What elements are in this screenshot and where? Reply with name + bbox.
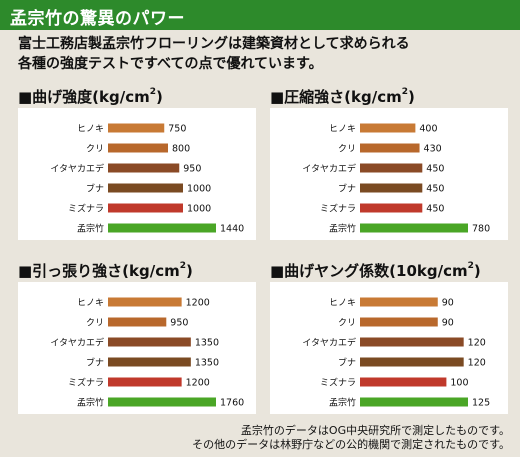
value-label: 120 <box>468 338 486 349</box>
value-label: 800 <box>172 144 190 155</box>
category-label: イタヤカエデ <box>50 337 104 349</box>
bar <box>108 337 191 347</box>
value-label: 1350 <box>195 358 219 369</box>
category-label: イタヤカエデ <box>302 163 356 175</box>
bar <box>360 183 423 193</box>
bar <box>360 337 464 347</box>
bar <box>360 397 468 407</box>
bar <box>108 143 168 153</box>
category-label: ヒノキ <box>329 124 356 135</box>
category-label: ミズナラ <box>68 203 104 215</box>
value-label: 100 <box>450 378 468 389</box>
bar <box>360 357 464 367</box>
bar <box>360 223 468 233</box>
value-label: 1350 <box>195 338 219 349</box>
value-label: 1760 <box>220 398 244 409</box>
bar <box>360 123 416 133</box>
bar <box>108 297 182 307</box>
category-label: クリ <box>86 144 104 155</box>
category-label: 孟宗竹 <box>329 223 356 235</box>
category-label: ヒノキ <box>77 298 104 309</box>
category-label: 孟宗竹 <box>77 223 104 235</box>
value-label: 1000 <box>187 184 211 195</box>
footer-line-1: 孟宗竹のデータはOG中央研究所で測定したものです。 <box>240 424 510 437</box>
value-label: 450 <box>426 164 444 175</box>
value-label: 400 <box>419 124 437 135</box>
page-title: 孟宗竹の驚異のパワー <box>10 9 185 29</box>
intro-text: 富士工務店製孟宗竹フローリングは建築資材として求められる 各種の強度テストですべ… <box>18 34 508 74</box>
category-label: ミズナラ <box>320 203 356 215</box>
value-label: 780 <box>472 224 490 235</box>
category-label: ブナ <box>338 183 356 195</box>
chart-title-bending-young-modulus: ■曲げヤング係数(10kg/cm2) <box>270 261 481 280</box>
category-label: イタヤカエデ <box>50 163 104 175</box>
value-label: 450 <box>426 204 444 215</box>
header-bar: 孟宗竹の驚異のパワー <box>0 0 520 30</box>
value-label: 1200 <box>186 298 210 309</box>
value-label: 450 <box>426 184 444 195</box>
value-label: 90 <box>442 318 454 329</box>
chart-tensile-strength: ヒノキ 1200 クリ 950 イタヤカエデ 1350 ブナ 1350 ミズナラ 1200 孟宗竹 1… <box>50 297 244 409</box>
bar <box>360 297 438 307</box>
value-label: 1440 <box>220 224 244 235</box>
bar <box>360 317 438 327</box>
category-label: ブナ <box>86 357 104 369</box>
chart-panel-bending-strength: ヒノキ 750 クリ 800 イタヤカエデ 950 ブナ 1000 ミズナラ 1000 孟宗竹 144… <box>18 108 256 240</box>
chart-title-tensile-strength: ■引っ張り強さ(kg/cm2) <box>18 261 193 280</box>
value-label: 90 <box>442 298 454 309</box>
bar <box>360 377 447 387</box>
category-label: ブナ <box>338 357 356 369</box>
bar <box>360 143 420 153</box>
value-label: 430 <box>424 144 442 155</box>
bar <box>108 183 183 193</box>
value-label: 950 <box>170 318 188 329</box>
chart-bending-young-modulus: ヒノキ 90 クリ 90 イタヤカエデ 120 ブナ 120 ミズナラ 100 孟宗竹 125 <box>302 297 490 409</box>
bar <box>108 223 216 233</box>
chart-compressive-strength: ヒノキ 400 クリ 430 イタヤカエデ 450 ブナ 450 ミズナラ 450 孟宗竹 780 <box>302 123 490 235</box>
footer-notes: 孟宗竹のデータはOG中央研究所で測定したものです。 その他のデータは林野庁などの… <box>10 424 510 452</box>
bar <box>108 317 167 327</box>
value-label: 125 <box>472 398 490 409</box>
category-label: クリ <box>338 318 356 329</box>
chart-panel-tensile-strength: ヒノキ 1200 クリ 950 イタヤカエデ 1350 ブナ 1350 ミズナラ 1200 孟宗竹 1… <box>18 282 256 414</box>
category-label: クリ <box>86 318 104 329</box>
category-label: ヒノキ <box>77 124 104 135</box>
value-label: 120 <box>468 358 486 369</box>
value-label: 1200 <box>186 378 210 389</box>
value-label: 1000 <box>187 204 211 215</box>
category-label: 孟宗竹 <box>329 397 356 409</box>
category-label: ブナ <box>86 183 104 195</box>
category-label: ミズナラ <box>320 377 356 389</box>
chart-title-bending-strength: ■曲げ強度(kg/cm2) <box>18 87 163 106</box>
category-label: クリ <box>338 144 356 155</box>
category-label: ミズナラ <box>68 377 104 389</box>
bar <box>108 163 180 173</box>
bar <box>108 123 165 133</box>
bar <box>108 203 183 213</box>
intro-line-2: 各種の強度テストですべての点で優れています。 <box>18 56 323 72</box>
bar <box>108 397 216 407</box>
value-label: 750 <box>168 124 186 135</box>
bar <box>360 163 423 173</box>
chart-title-compressive-strength: ■圧縮強さ(kg/cm2) <box>270 87 415 106</box>
category-label: イタヤカエデ <box>302 337 356 349</box>
chart-bending-strength: ヒノキ 750 クリ 800 イタヤカエデ 950 ブナ 1000 ミズナラ 1000 孟宗竹 144… <box>50 123 244 235</box>
chart-panel-compressive-strength: ヒノキ 400 クリ 430 イタヤカエデ 450 ブナ 450 ミズナラ 450 孟宗竹 780 <box>270 108 508 240</box>
bar <box>360 203 423 213</box>
intro-line-1: 富士工務店製孟宗竹フローリングは建築資材として求められる <box>18 36 410 52</box>
chart-panel-bending-young-modulus: ヒノキ 90 クリ 90 イタヤカエデ 120 ブナ 120 ミズナラ 100 孟宗竹 125 <box>270 282 508 414</box>
category-label: 孟宗竹 <box>77 397 104 409</box>
bar <box>108 377 182 387</box>
bar <box>108 357 191 367</box>
value-label: 950 <box>183 164 201 175</box>
category-label: ヒノキ <box>329 298 356 309</box>
footer-line-2: その他のデータは林野庁などの公的機関で測定されたものです。 <box>192 438 510 451</box>
